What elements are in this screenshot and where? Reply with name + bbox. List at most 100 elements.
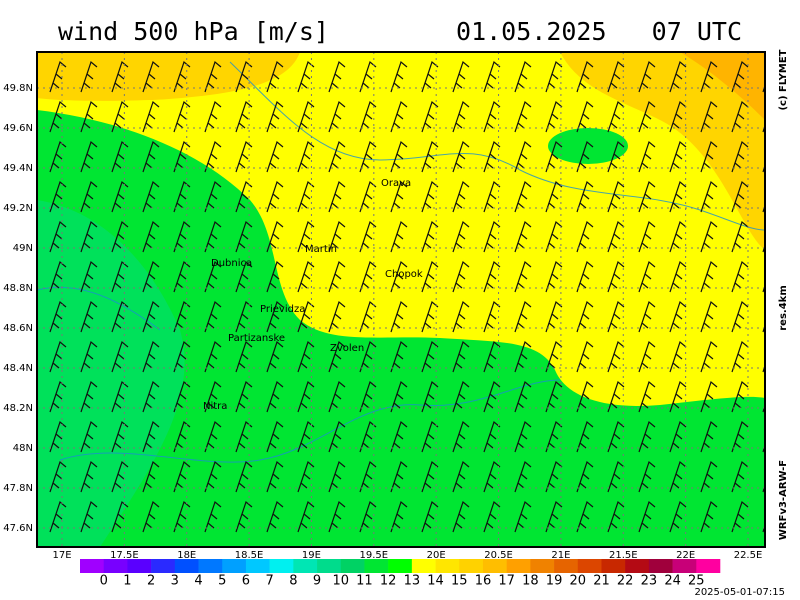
wind-barb: [328, 100, 346, 133]
wind-barb: [266, 340, 284, 373]
colorbar-label: 24: [664, 574, 681, 589]
wind-barb: [297, 60, 315, 93]
wind-barbs: [49, 60, 765, 533]
wind-barb: [545, 500, 563, 533]
colorbar-swatch: [625, 559, 650, 573]
wind-barb: [483, 60, 501, 93]
wind-barb: [235, 140, 253, 173]
wind-barb: [638, 220, 656, 253]
wind-barb: [390, 300, 408, 333]
wind-barb: [452, 460, 470, 493]
colorbar-label: 17: [498, 574, 515, 589]
wind-barb: [266, 60, 284, 93]
wind-barb: [328, 460, 346, 493]
colorbar-swatch: [554, 559, 579, 573]
wind-barb: [80, 500, 98, 533]
wind-barb: [638, 460, 656, 493]
wind-barb: [173, 100, 191, 133]
wind-barb: [297, 140, 315, 173]
place-label: Partizanske: [228, 333, 285, 344]
wind-barb: [483, 340, 501, 373]
wind-barb: [173, 60, 191, 93]
wind-barb: [545, 340, 563, 373]
wind-barb: [142, 260, 160, 293]
wind-barb: [700, 340, 718, 373]
wind-barb: [49, 420, 67, 453]
wind-barb: [359, 340, 377, 373]
wind-barb: [545, 460, 563, 493]
wind-barb: [421, 460, 439, 493]
place-label: Chopok: [385, 269, 423, 280]
colorbar-swatch: [317, 559, 342, 573]
wind-barb: [669, 340, 687, 373]
wind-barb: [731, 460, 749, 493]
colorbar-label: 13: [404, 574, 421, 589]
wind-barb: [545, 380, 563, 413]
wind-barb: [514, 180, 532, 213]
wind-barb: [483, 180, 501, 213]
field-orange: [560, 52, 765, 250]
wind-barb: [514, 260, 532, 293]
wind-barb: [235, 180, 253, 213]
lon-label: 20.5E: [484, 550, 513, 561]
wind-barb: [266, 460, 284, 493]
wind-barb: [142, 300, 160, 333]
wind-barb: [607, 500, 625, 533]
wind-barb: [328, 180, 346, 213]
wind-barb: [452, 380, 470, 413]
wind-barb: [390, 220, 408, 253]
wind-barb: [266, 260, 284, 293]
wind-barb: [607, 420, 625, 453]
wind-barb: [297, 340, 315, 373]
wind-barb: [731, 60, 749, 93]
wind-barb: [235, 60, 253, 93]
wind-barb: [731, 180, 749, 213]
field-green: [548, 128, 628, 164]
wind-barb: [235, 300, 253, 333]
wind-barb: [328, 60, 346, 93]
wind-barb: [669, 140, 687, 173]
colorbar-swatch: [601, 559, 626, 573]
wind-barb: [359, 260, 377, 293]
wind-barb: [576, 60, 594, 93]
wind-barb: [483, 420, 501, 453]
colorbar-swatch: [269, 559, 294, 573]
wind-barb: [483, 500, 501, 533]
wind-barb: [80, 220, 98, 253]
map-frame: [36, 51, 766, 548]
wind-barb: [204, 140, 222, 173]
wind-barb: [545, 260, 563, 293]
wind-barb: [390, 140, 408, 173]
wind-barb: [328, 500, 346, 533]
lat-label: 47.6N: [3, 523, 33, 534]
colorbar-swatch: [151, 559, 176, 573]
colorbar-swatch: [388, 559, 413, 573]
wind-barb: [700, 100, 718, 133]
wind-barb: [700, 140, 718, 173]
colorbar-swatch: [340, 559, 365, 573]
wind-barb: [638, 100, 656, 133]
wind-barb: [266, 220, 284, 253]
wind-barb: [111, 140, 129, 173]
colorbar-label: 4: [194, 574, 202, 589]
place-label: Prievidza: [260, 304, 305, 315]
colorbar-swatch: [80, 559, 105, 573]
wind-barb: [700, 420, 718, 453]
colorbar-swatch: [482, 559, 507, 573]
wind-barb: [297, 420, 315, 453]
colorbar-label: 2: [147, 574, 155, 589]
wind-barb: [266, 180, 284, 213]
wind-barb: [514, 220, 532, 253]
wind-barb: [545, 220, 563, 253]
wind-barb: [142, 500, 160, 533]
wind-barb: [638, 380, 656, 413]
wind-barb: [483, 220, 501, 253]
wind-barb: [142, 100, 160, 133]
wind-barb: [390, 60, 408, 93]
wind-barb: [111, 420, 129, 453]
wind-barb: [173, 140, 191, 173]
wind-barb: [607, 260, 625, 293]
colorbar-swatch: [222, 559, 247, 573]
wind-barb: [142, 180, 160, 213]
